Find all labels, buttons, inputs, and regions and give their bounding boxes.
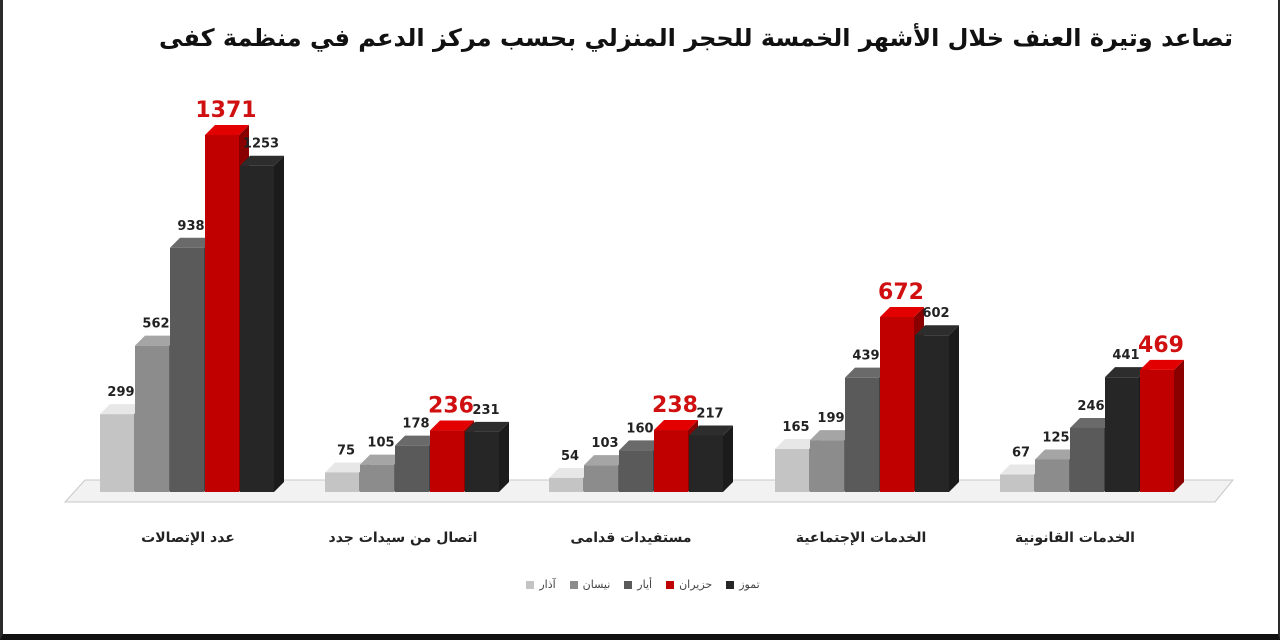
legend-item-4: تموز: [726, 578, 760, 591]
data-label-1-1: 105: [367, 436, 394, 451]
legend-swatch: [526, 580, 535, 589]
data-label-3-1: 199: [817, 411, 844, 426]
data-label-0-1: 562: [142, 317, 169, 332]
legend-swatch: [726, 580, 735, 589]
data-label-1-2: 178: [402, 417, 429, 432]
data-label-2-4: 217: [696, 406, 723, 421]
data-label-2-1: 103: [591, 436, 618, 451]
data-label-4-4: 441: [1112, 348, 1139, 363]
data-label-4-2: 246: [1077, 399, 1104, 414]
bar-0-4: [240, 155, 284, 492]
bar-3-4: [915, 325, 959, 492]
chart-title: تصاعد وتيرة العنف خلال الأشهر الخمسة للح…: [159, 24, 1233, 52]
legend: آذار نيسان أيار حزيران تموز: [3, 578, 1280, 591]
category-label-1: اتصال من سيدات جدد: [329, 530, 478, 546]
data-label-4-1: 125: [1042, 430, 1069, 445]
legend-label: تموز: [739, 578, 760, 591]
legend-item-1: نيسان: [569, 578, 611, 591]
data-label-3-2: 439: [852, 349, 879, 364]
bar-4-0: [1000, 464, 1044, 492]
legend-label: آذار: [539, 578, 556, 591]
legend-label: نيسان: [582, 578, 611, 591]
category-label-3: الخدمات الإجتماعية: [796, 530, 927, 546]
legend-swatch: [569, 580, 578, 589]
data-label-1-4: 231: [472, 403, 499, 418]
legend-item-2: أيار: [624, 578, 652, 591]
data-label-2-3: 238: [652, 393, 698, 418]
legend-label: حزيران: [679, 578, 713, 591]
legend-item-0: آذار: [526, 578, 556, 591]
data-label-4-0: 67: [1012, 446, 1030, 461]
data-label-1-3: 236: [428, 394, 474, 419]
data-label-1-0: 75: [337, 443, 355, 458]
data-label-2-0: 54: [561, 449, 579, 464]
legend-item-3: حزيران: [666, 578, 712, 591]
data-label-0-2: 938: [177, 219, 204, 234]
category-label-2: مستفيدات قدامى: [570, 530, 691, 546]
data-label-4-3: 469: [1138, 333, 1184, 358]
data-label-0-4: 1253: [243, 137, 279, 152]
data-label-0-3: 1371: [195, 98, 256, 123]
category-label-0: عدد الإتصالات: [141, 530, 235, 546]
bar-2-4: [689, 425, 733, 492]
data-label-0-0: 299: [107, 385, 134, 400]
legend-label: أيار: [637, 578, 653, 591]
legend-swatch: [666, 580, 675, 589]
data-label-3-3: 672: [878, 280, 924, 305]
bar-1-4: [465, 421, 509, 492]
data-label-2-2: 160: [626, 421, 653, 436]
legend-swatch: [624, 580, 633, 589]
bar-4-3: [1140, 359, 1184, 492]
data-label-3-4: 602: [922, 306, 949, 321]
bar-2-3: [654, 420, 698, 492]
data-label-3-0: 165: [782, 420, 809, 435]
category-label-4: الخدمات القانونية: [1015, 530, 1135, 546]
